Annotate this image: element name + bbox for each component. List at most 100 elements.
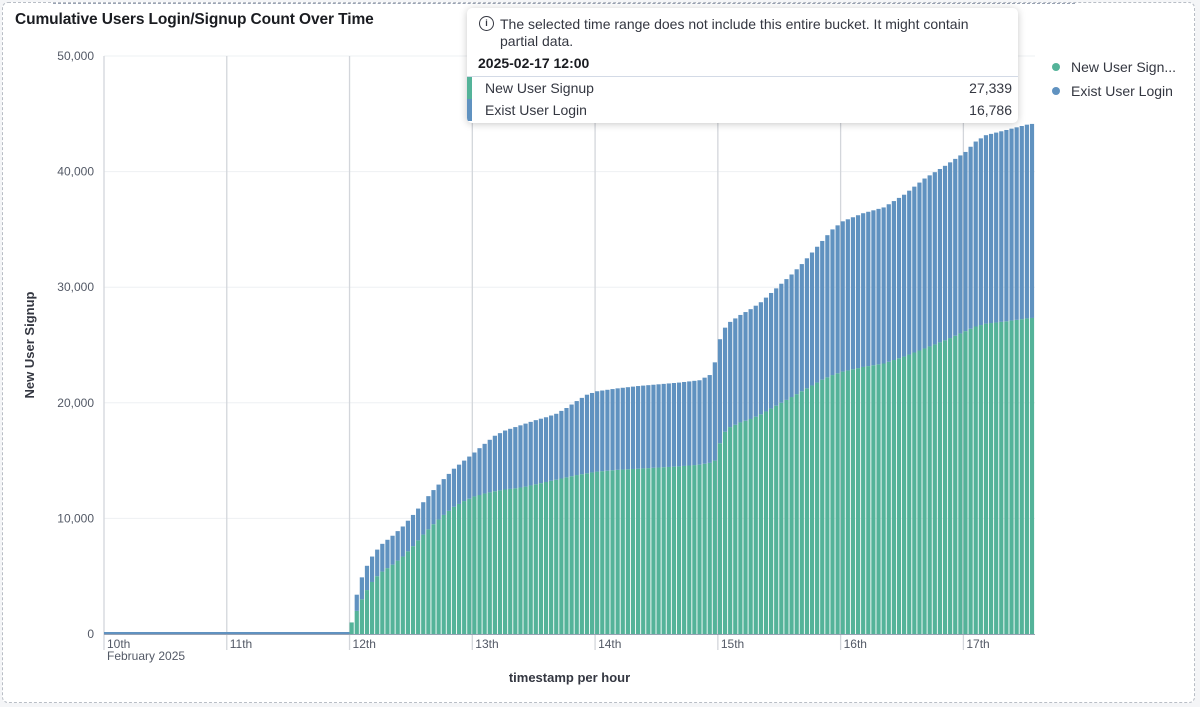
bar-new-user-signup[interactable] bbox=[692, 465, 697, 634]
bar-new-user-signup[interactable] bbox=[589, 472, 595, 634]
bar-exist-user-login[interactable] bbox=[656, 384, 661, 468]
bar-exist-user-login[interactable] bbox=[845, 219, 850, 371]
bar-exist-user-login[interactable] bbox=[743, 312, 748, 421]
bar-new-user-signup[interactable] bbox=[896, 358, 902, 634]
bar-exist-user-login[interactable] bbox=[820, 240, 825, 380]
bar-exist-user-login[interactable] bbox=[390, 535, 395, 565]
bar-new-user-signup[interactable] bbox=[866, 366, 871, 634]
bar-new-user-signup[interactable] bbox=[907, 354, 912, 634]
bar-exist-user-login[interactable] bbox=[574, 401, 579, 476]
bar-exist-user-login[interactable] bbox=[692, 380, 697, 466]
bar-exist-user-login[interactable] bbox=[769, 292, 774, 409]
bar-exist-user-login[interactable] bbox=[1004, 129, 1009, 322]
bar-new-user-signup[interactable] bbox=[661, 467, 666, 634]
bar-exist-user-login[interactable] bbox=[600, 390, 605, 472]
bar-exist-user-login[interactable] bbox=[953, 158, 958, 336]
bar-new-user-signup[interactable] bbox=[416, 540, 421, 634]
bar-new-user-signup[interactable] bbox=[656, 467, 661, 634]
bar-exist-user-login[interactable] bbox=[451, 468, 457, 507]
bar-exist-user-login[interactable] bbox=[942, 165, 948, 341]
bar-exist-user-login[interactable] bbox=[779, 283, 784, 403]
bar-new-user-signup[interactable] bbox=[825, 377, 830, 634]
bar-exist-user-login[interactable] bbox=[462, 460, 467, 502]
bar-new-user-signup[interactable] bbox=[666, 466, 671, 634]
bar-exist-user-login[interactable] bbox=[559, 410, 564, 479]
bar-exist-user-login[interactable] bbox=[748, 309, 753, 419]
bar-new-user-signup[interactable] bbox=[1019, 319, 1024, 634]
bar-new-user-signup[interactable] bbox=[804, 388, 810, 634]
bar-new-user-signup[interactable] bbox=[850, 369, 856, 634]
bar-new-user-signup[interactable] bbox=[845, 370, 850, 634]
bar-exist-user-login[interactable] bbox=[712, 362, 717, 461]
bar-exist-user-login[interactable] bbox=[564, 408, 569, 478]
bar-new-user-signup[interactable] bbox=[625, 469, 630, 634]
bar-exist-user-login[interactable] bbox=[359, 577, 364, 600]
bar-new-user-signup[interactable] bbox=[549, 480, 554, 634]
bar-exist-user-login[interactable] bbox=[641, 385, 646, 469]
bar-exist-user-login[interactable] bbox=[927, 175, 932, 347]
bar-exist-user-login[interactable] bbox=[503, 430, 508, 490]
bar-exist-user-login[interactable] bbox=[758, 302, 763, 415]
bar-new-user-signup[interactable] bbox=[446, 510, 451, 634]
bar-new-user-signup[interactable] bbox=[820, 379, 825, 634]
bar-exist-user-login[interactable] bbox=[881, 207, 886, 364]
bar-exist-user-login[interactable] bbox=[763, 297, 769, 412]
bar-new-user-signup[interactable] bbox=[600, 471, 605, 634]
bar-exist-user-login[interactable] bbox=[533, 420, 538, 485]
bar-exist-user-login[interactable] bbox=[487, 439, 492, 493]
bar-new-user-signup[interactable] bbox=[917, 350, 922, 634]
bar-exist-user-login[interactable] bbox=[395, 531, 400, 561]
bar-new-user-signup[interactable] bbox=[533, 484, 538, 634]
bar-new-user-signup[interactable] bbox=[758, 414, 763, 634]
bar-exist-user-login[interactable] bbox=[630, 386, 636, 469]
bar-exist-user-login[interactable] bbox=[733, 318, 738, 425]
bar-exist-user-login[interactable] bbox=[615, 388, 620, 470]
bar-new-user-signup[interactable] bbox=[748, 418, 753, 634]
bar-exist-user-login[interactable] bbox=[431, 490, 436, 525]
bar-exist-user-login[interactable] bbox=[994, 132, 999, 323]
bar-new-user-signup[interactable] bbox=[364, 590, 370, 634]
bar-new-user-signup[interactable] bbox=[722, 431, 728, 634]
bar-new-user-signup[interactable] bbox=[702, 463, 707, 634]
bar-new-user-signup[interactable] bbox=[809, 385, 815, 634]
legend-item-new-user-signup[interactable]: New User Sign... bbox=[1052, 55, 1176, 79]
bar-exist-user-login[interactable] bbox=[421, 502, 426, 535]
bar-new-user-signup[interactable] bbox=[349, 622, 354, 634]
bar-new-user-signup[interactable] bbox=[712, 460, 717, 634]
bar-exist-user-login[interactable] bbox=[416, 508, 421, 541]
bar-new-user-signup[interactable] bbox=[390, 564, 395, 634]
bar-new-user-signup[interactable] bbox=[922, 348, 927, 634]
bar-exist-user-login[interactable] bbox=[676, 382, 682, 467]
bar-exist-user-login[interactable] bbox=[784, 279, 789, 400]
bar-new-user-signup[interactable] bbox=[538, 483, 544, 634]
bar-new-user-signup[interactable] bbox=[467, 498, 472, 634]
bar-exist-user-login[interactable] bbox=[891, 201, 896, 361]
bar-exist-user-login[interactable] bbox=[825, 235, 830, 378]
bar-exist-user-login[interactable] bbox=[584, 394, 590, 474]
bar-new-user-signup[interactable] bbox=[983, 323, 989, 634]
bar-new-user-signup[interactable] bbox=[682, 465, 687, 634]
bar-new-user-signup[interactable] bbox=[462, 501, 467, 634]
bar-new-user-signup[interactable] bbox=[421, 534, 426, 634]
bar-exist-user-login[interactable] bbox=[973, 141, 978, 327]
bar-new-user-signup[interactable] bbox=[707, 462, 712, 634]
bar-exist-user-login[interactable] bbox=[707, 375, 712, 463]
bar-new-user-signup[interactable] bbox=[717, 443, 723, 634]
bar-exist-user-login[interactable] bbox=[855, 215, 861, 369]
bar-new-user-signup[interactable] bbox=[728, 427, 733, 634]
bar-new-user-signup[interactable] bbox=[574, 475, 579, 634]
bar-exist-user-login[interactable] bbox=[717, 339, 723, 444]
bar-new-user-signup[interactable] bbox=[835, 373, 840, 634]
bar-new-user-signup[interactable] bbox=[503, 489, 508, 635]
bar-new-user-signup[interactable] bbox=[492, 491, 497, 634]
bar-new-user-signup[interactable] bbox=[958, 333, 963, 634]
bar-exist-user-login[interactable] bbox=[697, 380, 702, 465]
bar-exist-user-login[interactable] bbox=[896, 197, 902, 359]
bar-exist-user-login[interactable] bbox=[671, 383, 677, 467]
bar-new-user-signup[interactable] bbox=[942, 340, 948, 634]
bar-exist-user-login[interactable] bbox=[902, 194, 907, 357]
bar-exist-user-login[interactable] bbox=[508, 428, 513, 489]
bar-new-user-signup[interactable] bbox=[630, 468, 636, 634]
bar-new-user-signup[interactable] bbox=[763, 411, 769, 634]
bar-new-user-signup[interactable] bbox=[528, 485, 533, 634]
